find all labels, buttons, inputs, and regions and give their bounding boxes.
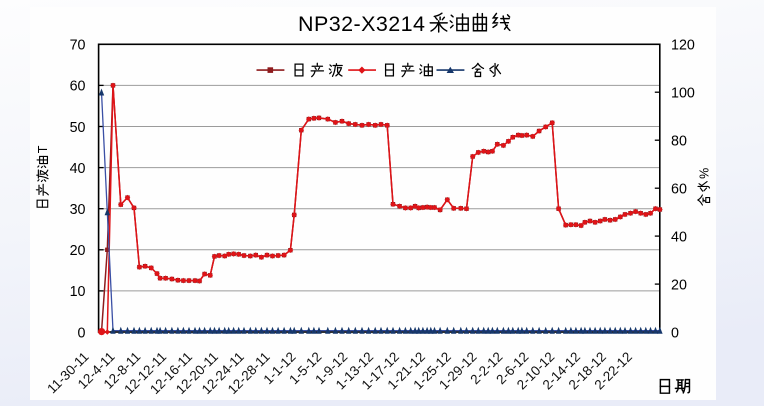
svg-text:20: 20: [671, 277, 687, 293]
svg-text:70: 70: [70, 38, 86, 54]
svg-text:40: 40: [671, 229, 687, 245]
svg-text:40: 40: [70, 161, 86, 177]
svg-text:0: 0: [671, 325, 679, 341]
svg-text:50: 50: [70, 120, 86, 136]
svg-text:T: T: [36, 145, 50, 153]
svg-text:%: %: [697, 168, 711, 179]
svg-text:80: 80: [671, 134, 687, 150]
svg-text:60: 60: [671, 182, 687, 198]
svg-text:NP32-X3214: NP32-X3214: [298, 12, 425, 36]
svg-text:0: 0: [78, 325, 86, 341]
svg-text:60: 60: [70, 79, 86, 95]
svg-text:120: 120: [671, 38, 695, 54]
svg-text:10: 10: [70, 284, 86, 300]
svg-text:100: 100: [671, 86, 695, 102]
svg-text:20: 20: [70, 243, 86, 259]
svg-text:30: 30: [70, 202, 86, 218]
